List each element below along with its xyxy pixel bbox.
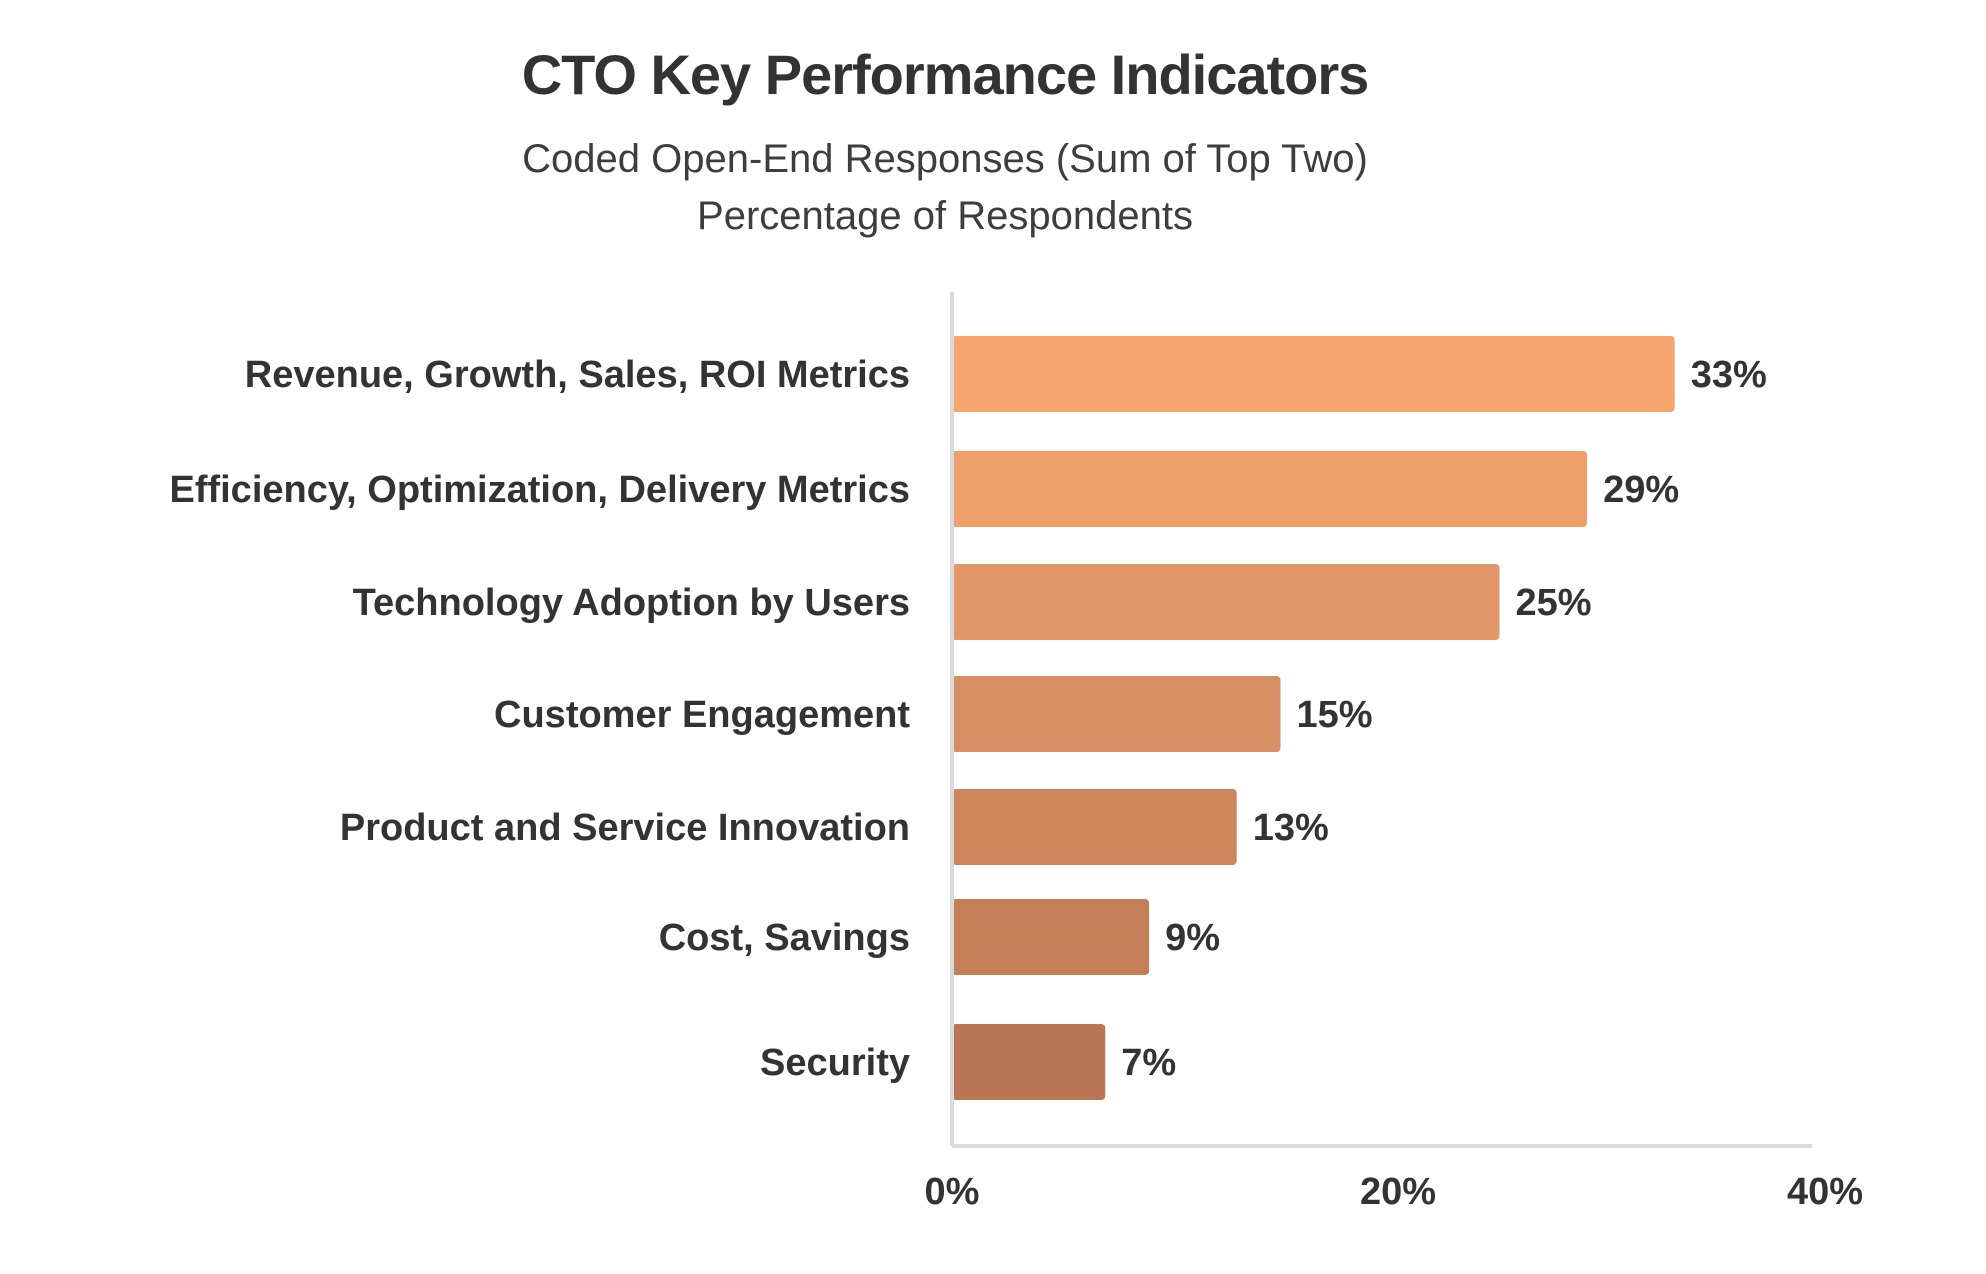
category-label: Technology Adoption by Users xyxy=(353,582,910,624)
value-label: 13% xyxy=(1253,807,1329,849)
bar xyxy=(952,1024,1106,1100)
bar xyxy=(952,789,1237,865)
plot-area: Revenue, Growth, Sales, ROI Metrics 33% Ef… xyxy=(169,292,1863,1213)
x-tick-label: 20% xyxy=(1360,1171,1436,1213)
value-label: 25% xyxy=(1516,582,1592,624)
category-label: Customer Engagement xyxy=(494,694,910,736)
chart-title: CTO Key Performance Indicators xyxy=(522,43,1369,106)
chart-subtitle-line-1: Coded Open-End Responses (Sum of Top Two… xyxy=(522,137,1368,181)
value-label: 15% xyxy=(1297,694,1373,736)
bar xyxy=(952,564,1500,640)
value-label: 9% xyxy=(1165,917,1220,959)
category-label: Product and Service Innovation xyxy=(340,807,910,849)
bar xyxy=(952,336,1675,412)
category-label: Revenue, Growth, Sales, ROI Metrics xyxy=(245,354,910,396)
category-label: Cost, Savings xyxy=(659,917,910,959)
bar xyxy=(952,451,1588,527)
category-label: Security xyxy=(760,1042,910,1084)
chart-subtitle-line-2: Percentage of Respondents xyxy=(697,194,1193,238)
bar xyxy=(952,899,1150,975)
bar xyxy=(952,676,1281,752)
value-label: 29% xyxy=(1603,469,1679,511)
x-tick-label: 40% xyxy=(1787,1171,1863,1213)
category-label: Efficiency, Optimization, Delivery Metri… xyxy=(169,469,910,511)
value-label: 7% xyxy=(1121,1042,1176,1084)
x-tick-label: 0% xyxy=(925,1171,980,1213)
value-label: 33% xyxy=(1691,354,1767,396)
